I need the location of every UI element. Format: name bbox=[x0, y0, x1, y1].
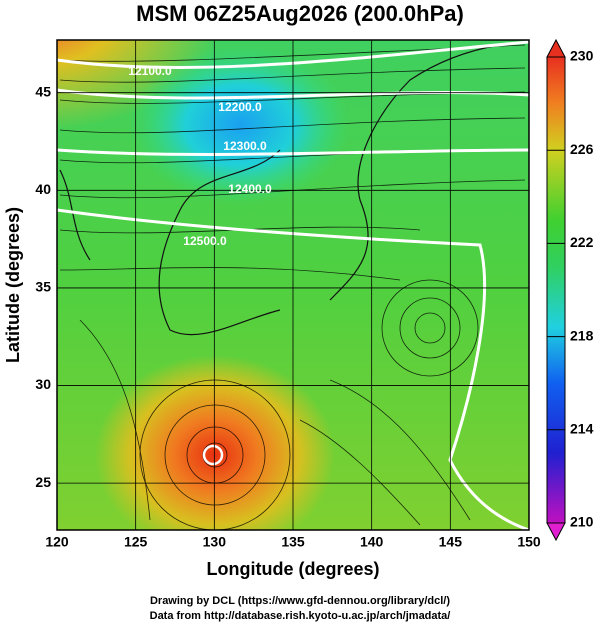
field bbox=[57, 40, 529, 530]
contour-label: 12200.0 bbox=[218, 100, 262, 114]
chart-title: MSM 06Z25Aug2026 (200.0hPa) bbox=[136, 1, 464, 26]
y-tick-label: 45 bbox=[35, 83, 51, 99]
x-tick-label: 140 bbox=[360, 534, 384, 550]
colorbar-tick-label: 218 bbox=[570, 327, 594, 343]
x-axis-label: Longitude (degrees) bbox=[206, 559, 379, 579]
colorbar-min-arrow bbox=[546, 522, 566, 542]
y-tick-label: 25 bbox=[35, 474, 51, 490]
colorbar-tick-label: 222 bbox=[570, 234, 594, 250]
colorbar-tick-label: 230 bbox=[570, 48, 594, 64]
contour-label: 12500.0 bbox=[183, 234, 227, 248]
x-tick-label: 120 bbox=[45, 534, 69, 550]
contour-label: 12100.0 bbox=[128, 64, 172, 78]
y-tick-label: 35 bbox=[35, 279, 51, 295]
x-tick-label: 135 bbox=[281, 534, 305, 550]
x-tick-label: 150 bbox=[517, 534, 541, 550]
colorbar-tick-label: 210 bbox=[570, 514, 594, 530]
colorbar-tick-label: 226 bbox=[570, 141, 594, 157]
footer-line: Drawing by DCL (https://www.gfd-dennou.o… bbox=[150, 595, 450, 607]
colorbar bbox=[546, 56, 566, 524]
y-axis-label: Latitude (degrees) bbox=[3, 207, 23, 363]
x-tick-label: 130 bbox=[203, 534, 227, 550]
y-tick-label: 30 bbox=[35, 376, 51, 392]
y-tick-label: 40 bbox=[35, 181, 51, 197]
footer-line: Data from http://database.rish.kyoto-u.a… bbox=[150, 610, 451, 622]
colorbar-tick-label: 214 bbox=[570, 421, 594, 437]
contour-label: 12400.0 bbox=[228, 182, 272, 196]
x-tick-label: 125 bbox=[124, 534, 148, 550]
contour-label: 12300.0 bbox=[223, 139, 267, 153]
colorbar-max-arrow bbox=[546, 38, 566, 58]
x-tick-label: 145 bbox=[439, 534, 463, 550]
